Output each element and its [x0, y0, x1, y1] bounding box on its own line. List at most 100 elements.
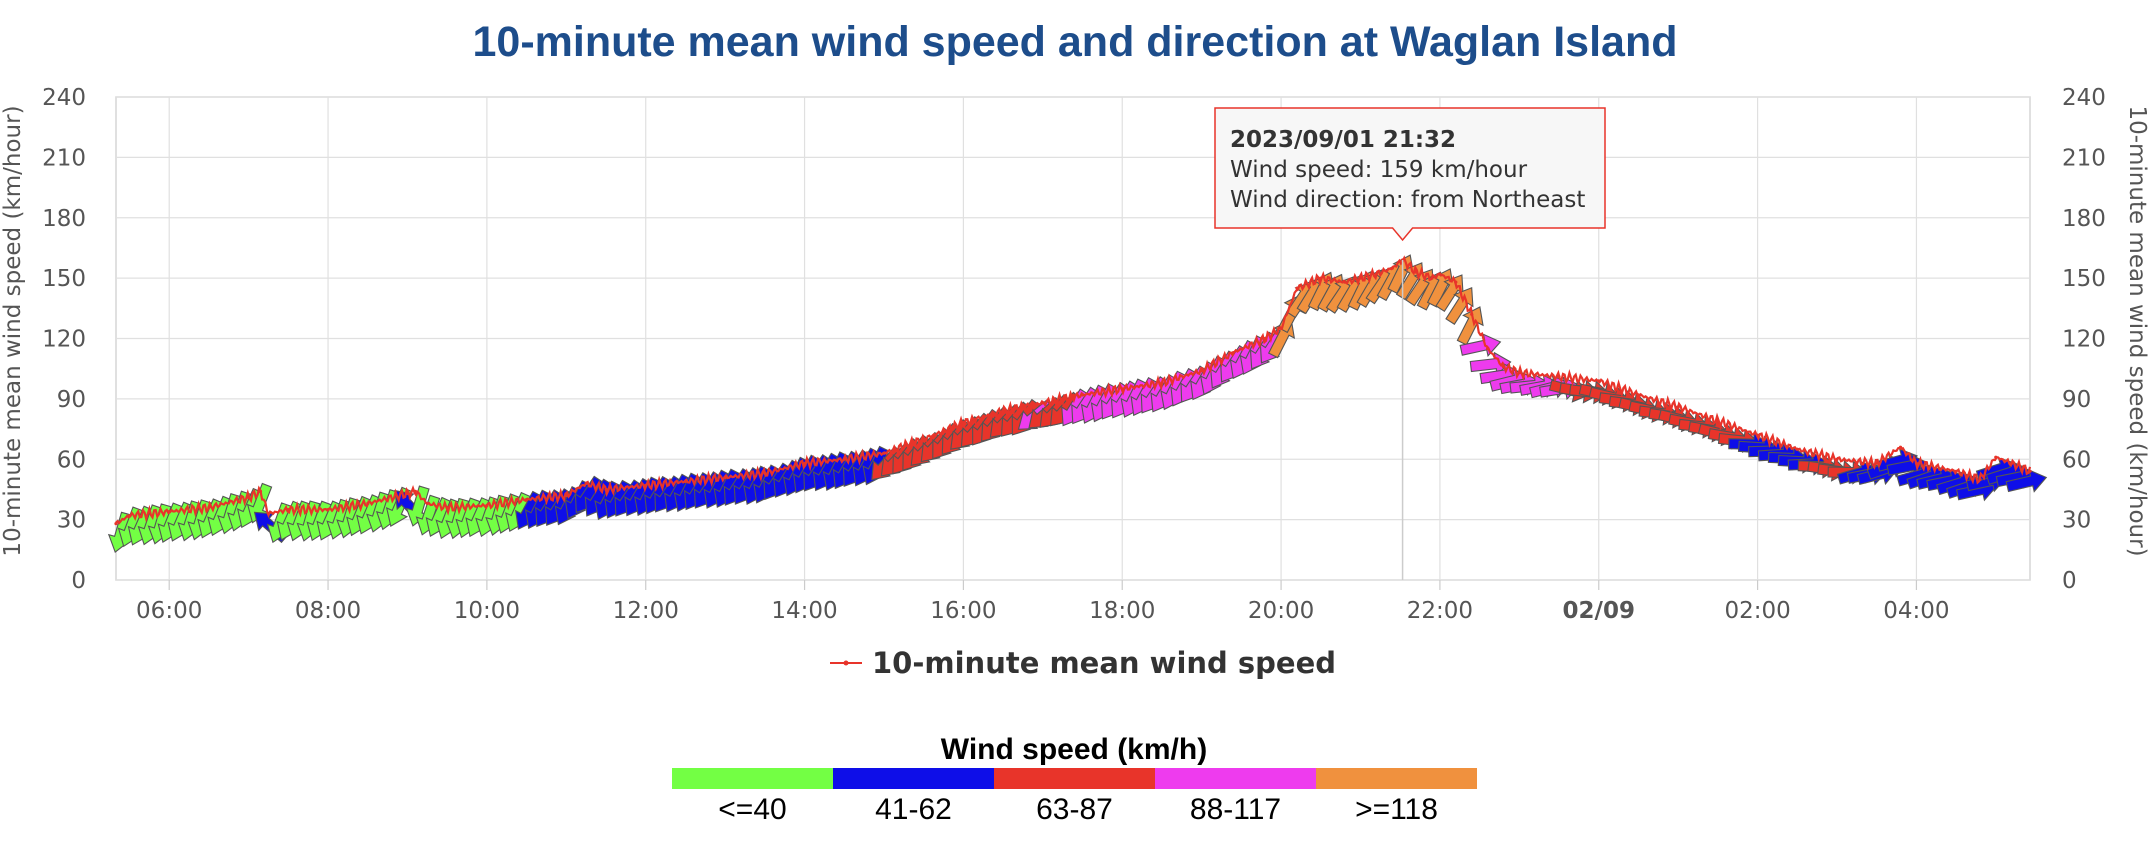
colorbar-label: 41-62 — [875, 793, 952, 826]
wind-direction-arrows — [107, 254, 2048, 553]
wind-speed-point — [604, 487, 608, 491]
wind-speed-point — [366, 501, 370, 506]
wind-speed-point — [1557, 375, 1561, 379]
wind-speed-point — [1756, 433, 1760, 437]
wind-speed-point — [127, 514, 132, 518]
y-tick-label-right: 240 — [2062, 85, 2106, 111]
y-tick-label-right: 0 — [2062, 568, 2077, 594]
wind-speed-point — [1597, 379, 1601, 383]
y-tick-label-right: 30 — [2062, 508, 2091, 534]
wind-speed-point — [445, 506, 449, 510]
wind-speed-point — [1875, 461, 1879, 465]
wind-speed-point — [584, 481, 588, 485]
y-tick-label-left: 30 — [57, 508, 86, 534]
wind-speed-point — [1401, 258, 1405, 262]
wind-speed-point — [723, 475, 727, 479]
wind-speed-point — [1041, 401, 1045, 405]
wind-speed-point — [1795, 447, 1799, 451]
wind-speed-point — [1636, 393, 1641, 397]
y-axis-ticks: 0 0 30 30 60 60 90 90 120 120 150 150 180 180 210 210 24… — [42, 85, 2106, 594]
wind-speed-point — [1835, 457, 1839, 461]
wind-speed-point — [525, 497, 529, 502]
x-axis-ticks: 06:00 08:00 10:00 12:00 14:00 16:00 18:00 20:00… — [136, 598, 1950, 624]
y-axis-title-left: 10-minute mean wind speed (km/hour) — [0, 105, 26, 556]
x-tick-label: 08:00 — [295, 598, 361, 624]
colorbar-swatch — [1316, 768, 1477, 789]
y-tick-label-right: 180 — [2062, 206, 2106, 232]
wind-speed-point — [1716, 419, 1720, 423]
y-tick-label-left: 60 — [57, 447, 86, 473]
wind-speed-point — [1414, 270, 1418, 274]
x-tick-label: 20:00 — [1248, 598, 1314, 624]
wind-speed-point — [1374, 272, 1378, 276]
y-tick-label-right: 150 — [2062, 266, 2106, 292]
wind-speed-point — [1470, 312, 1474, 316]
wind-speed-point — [564, 493, 568, 498]
x-tick-label: 04:00 — [1883, 598, 1949, 624]
wind-speed-point — [1080, 393, 1085, 397]
y-axis-title-right: 10-minute mean wind speed (km/hour) — [2124, 105, 2150, 556]
x-tick-label: 22:00 — [1407, 598, 1473, 624]
wind-speed-point — [266, 511, 271, 516]
wind-speed-point — [803, 461, 807, 465]
wind-speed-point — [1994, 455, 1998, 459]
wind-speed-point — [1120, 387, 1124, 391]
y-tick-label-right: 60 — [2062, 447, 2091, 473]
x-tick-label: 14:00 — [771, 598, 837, 624]
wind-speed-point — [2028, 469, 2032, 473]
colorbar-swatch — [1155, 768, 1316, 789]
wind-speed-point — [114, 522, 118, 526]
y-tick-label-right: 210 — [2062, 145, 2106, 171]
legend-marker-swatch — [843, 660, 849, 666]
wind-speed-point — [1978, 477, 1982, 481]
wind-speed-point — [1343, 280, 1347, 284]
wind-speed-point — [1954, 469, 1958, 473]
wind-speed-point — [413, 489, 417, 493]
wind-speed-point — [247, 495, 251, 500]
x-tick-label: 16:00 — [930, 598, 996, 624]
wind-speed-point — [2010, 461, 2014, 465]
tooltip-direction: Wind direction: from Northeast — [1230, 187, 1585, 213]
tooltip: 2023/09/01 21:32 Wind speed: 159 km/hour… — [1214, 107, 1606, 580]
wind-arrow — [1445, 287, 1474, 325]
wind-speed-point — [842, 457, 846, 461]
wind-speed-point — [1279, 326, 1283, 330]
wind-speed-point — [1454, 280, 1458, 284]
wind-speed-point — [1263, 336, 1267, 341]
wind-speed-point — [1676, 405, 1680, 409]
wind-speed-point — [258, 489, 263, 493]
wind-speed-point — [1231, 351, 1235, 355]
legend-series-label[interactable]: 10-minute mean wind speed — [872, 646, 1336, 680]
wind-arrow — [1456, 306, 1484, 346]
wind-arrow — [2005, 469, 2048, 493]
y-tick-label-left: 90 — [57, 387, 86, 413]
wind-speed-point — [485, 503, 489, 508]
y-tick-label-left: 240 — [42, 85, 86, 111]
colorbar-swatch — [994, 768, 1155, 789]
wind-speed-point — [1200, 369, 1204, 373]
wind-speed-point — [1001, 409, 1005, 413]
wind-speed-point — [1319, 276, 1323, 280]
wind-speed-point — [207, 506, 211, 510]
wind-speed-point — [1898, 445, 1903, 449]
wind-speed-point — [1486, 347, 1490, 351]
wind-speed-point — [644, 483, 648, 487]
wind-speed-point — [683, 479, 688, 483]
wind-speed-point — [167, 510, 171, 514]
wind-speed-point — [405, 491, 410, 496]
chart-title: 10-minute mean wind speed and direction … — [472, 18, 1677, 66]
y-tick-label-right: 120 — [2062, 327, 2106, 353]
x-tick-label: 02/09 — [1563, 598, 1635, 624]
y-tick-label-left: 0 — [71, 568, 86, 594]
wind-speed-point — [1914, 461, 1918, 465]
wind-speed-point — [763, 471, 767, 475]
wind-speed-series — [114, 255, 2032, 526]
wind-speed-point — [1430, 276, 1434, 280]
wind-speed-point — [1438, 272, 1442, 276]
y-tick-label-left: 120 — [42, 327, 86, 353]
colorbar-swatch — [833, 768, 994, 789]
wind-speed-point — [1501, 365, 1506, 369]
wind-speed-point — [1295, 286, 1299, 290]
legend[interactable]: 10-minute mean wind speed — [830, 646, 1336, 680]
x-tick-label: 06:00 — [136, 598, 202, 624]
